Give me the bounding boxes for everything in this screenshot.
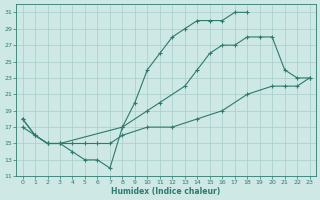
X-axis label: Humidex (Indice chaleur): Humidex (Indice chaleur)	[111, 187, 221, 196]
